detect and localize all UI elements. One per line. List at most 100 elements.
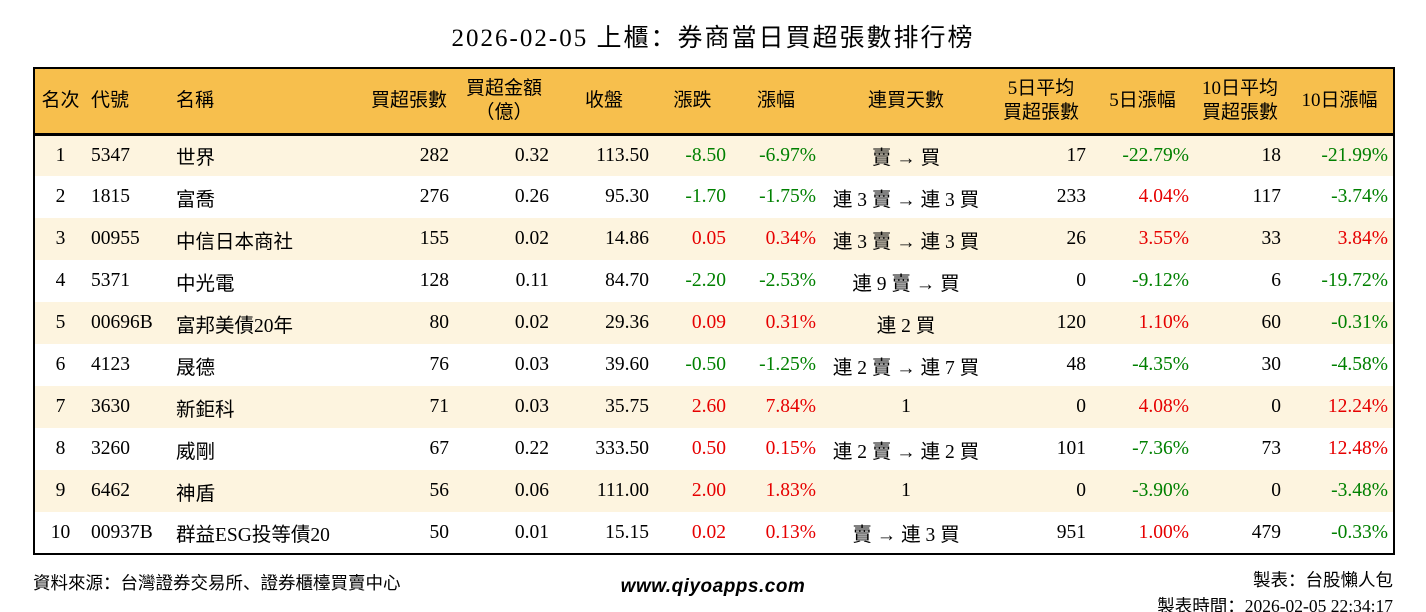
cell-change_pct: 0.13% (765, 521, 816, 543)
col-header-avg10: 10日平均 買超張數 (1194, 68, 1286, 136)
cell-avg5: 101 (1056, 438, 1086, 459)
cell-code: 6462 (91, 480, 130, 501)
cell-rank: 6 (55, 354, 66, 375)
cell-change: 0.09 (691, 312, 726, 333)
cell-change: 0.50 (691, 438, 726, 459)
table-row: 9 6462 神盾 56 0.06 111.00 2.00 1.83% 1 0 -3.90% 0 -3.… (34, 470, 1394, 512)
cell-close: 35.75 (605, 396, 649, 417)
cell-streak: 連 2 買 (876, 315, 936, 337)
table-header: 名次 代號 名稱 買超張數 買超金額 （億） 收盤 漲跌 漲幅 連買天數 5日平均 買超張數 5日漲… (34, 68, 1394, 136)
cell-code: 3260 (91, 438, 130, 459)
col-header-pct5: 5日漲幅 (1091, 68, 1194, 136)
cell-pct5: -7.36% (1132, 438, 1189, 459)
cell-change: -8.50 (685, 144, 726, 166)
col-header-net_buy: 買超張數 (364, 68, 454, 136)
cell-avg5: 0 (1076, 270, 1086, 291)
cell-net_buy: 50 (429, 521, 450, 543)
data-source-text: 資料來源：台灣證券交易所、證券櫃檯買賣中心 (33, 573, 401, 593)
cell-pct10: -4.58% (1331, 354, 1388, 375)
cell-pct10: -19.72% (1321, 270, 1388, 291)
cell-name: 威剛 (176, 441, 216, 463)
ranking-table: 名次 代號 名稱 買超張數 買超金額 （億） 收盤 漲跌 漲幅 連買天數 5日平均 買超張數 5日漲… (33, 67, 1395, 555)
cell-pct5: 4.04% (1138, 186, 1189, 207)
cell-avg5: 951 (1056, 521, 1086, 543)
cell-avg10: 60 (1261, 312, 1282, 333)
credits-block: 製表：台股懶人包 製表時間：2026-02-05 22:34:17 (1157, 567, 1393, 612)
cell-avg10: 117 (1252, 186, 1281, 207)
cell-rank: 3 (55, 228, 66, 249)
table-row: 8 3260 威剛 67 0.22 333.50 0.50 0.15% 連 2 賣 → 連 2 … (34, 428, 1394, 470)
cell-streak: 連 3 賣 → 連 3 買 (832, 189, 980, 211)
cell-net_amount: 0.26 (514, 186, 549, 207)
cell-change: 2.00 (691, 480, 726, 501)
cell-change: -1.70 (685, 186, 726, 207)
cell-pct10: -3.74% (1331, 186, 1388, 207)
cell-rank: 2 (55, 186, 66, 207)
cell-rank: 5 (55, 312, 66, 333)
cell-close: 15.15 (605, 521, 649, 543)
cell-name: 中信日本商社 (176, 231, 294, 253)
timestamp-text: 製表時間：2026-02-05 22:34:17 (1157, 596, 1393, 612)
cell-avg5: 0 (1076, 480, 1086, 501)
cell-pct5: 1.10% (1138, 312, 1189, 333)
cell-close: 84.70 (605, 270, 649, 291)
table-row: 5 00696B 富邦美債20年 80 0.02 29.36 0.09 0.31% 連 2 買 1… (34, 302, 1394, 344)
cell-code: 00937B (91, 521, 153, 543)
col-header-pct10: 10日漲幅 (1286, 68, 1394, 136)
footer: 資料來源：台灣證券交易所、證券櫃檯買賣中心 www.qiyoapps.com 製… (33, 567, 1393, 612)
cell-avg10: 18 (1261, 144, 1282, 166)
cell-close: 111.00 (596, 480, 649, 501)
cell-change_pct: -1.25% (759, 354, 816, 375)
page-title: 2026-02-05 上櫃：券商當日買超張數排行榜 (451, 25, 975, 52)
cell-change_pct: -2.53% (759, 270, 816, 291)
cell-net_amount: 0.11 (515, 270, 549, 291)
cell-streak: 連 3 賣 → 連 3 買 (832, 231, 980, 253)
cell-code: 3630 (91, 396, 130, 417)
cell-rank: 9 (55, 480, 66, 501)
cell-streak: 連 2 賣 → 連 7 買 (832, 357, 980, 379)
cell-change_pct: 0.34% (765, 228, 816, 249)
cell-pct10: 12.48% (1327, 438, 1388, 459)
cell-net_amount: 0.32 (514, 144, 549, 166)
col-header-code: 代號 (86, 68, 171, 136)
cell-change: -0.50 (685, 354, 726, 375)
cell-avg10: 0 (1271, 480, 1281, 501)
cell-net_amount: 0.22 (514, 438, 549, 459)
cell-net_amount: 0.02 (514, 228, 549, 249)
cell-pct10: -0.31% (1331, 312, 1388, 333)
cell-pct10: -21.99% (1321, 144, 1388, 166)
table-row: 10 00937B 群益ESG投等債20 50 0.01 15.15 0.02 0.13% 賣 … (34, 512, 1394, 554)
cell-net_amount: 0.02 (514, 312, 549, 333)
cell-avg10: 479 (1251, 521, 1281, 543)
cell-net_amount: 0.01 (514, 521, 549, 543)
cell-close: 14.86 (605, 228, 649, 249)
col-header-streak: 連買天數 (821, 68, 991, 136)
cell-name: 晟德 (176, 357, 216, 379)
cell-change: 2.60 (691, 396, 726, 417)
cell-net_buy: 128 (419, 270, 449, 291)
cell-rank: 10 (50, 521, 71, 543)
header-row: 名次 代號 名稱 買超張數 買超金額 （億） 收盤 漲跌 漲幅 連買天數 5日平均 買超張數 5日漲… (34, 68, 1394, 136)
table-row: 7 3630 新鉅科 71 0.03 35.75 2.60 7.84% 1 0 4.08% 0 12.2… (34, 386, 1394, 428)
cell-rank: 8 (55, 438, 66, 459)
cell-pct5: -3.90% (1132, 480, 1189, 501)
cell-code: 4123 (91, 354, 130, 375)
cell-net_buy: 276 (419, 186, 449, 207)
cell-net_buy: 56 (429, 480, 450, 501)
cell-close: 333.50 (595, 438, 649, 459)
cell-net_amount: 0.06 (514, 480, 549, 501)
ranking-table-container: 名次 代號 名稱 買超張數 買超金額 （億） 收盤 漲跌 漲幅 連買天數 5日平均 買超張數 5日漲… (33, 67, 1395, 555)
cell-change: 0.05 (691, 228, 726, 249)
table-body: 1 5347 世界 282 0.32 113.50 -8.50 -6.97% 賣 → 買 17 -2… (34, 134, 1394, 554)
cell-avg5: 0 (1076, 396, 1086, 417)
cell-name: 富邦美債20年 (176, 315, 294, 337)
cell-pct10: -0.33% (1331, 521, 1388, 543)
col-header-name: 名稱 (171, 68, 364, 136)
cell-name: 世界 (176, 148, 216, 170)
cell-change_pct: 0.15% (765, 438, 816, 459)
cell-rank: 7 (55, 396, 66, 417)
cell-streak: 1 (901, 480, 911, 501)
cell-change: -2.20 (685, 270, 726, 291)
cell-name: 新鉅科 (176, 399, 235, 421)
cell-name: 富喬 (176, 189, 216, 211)
